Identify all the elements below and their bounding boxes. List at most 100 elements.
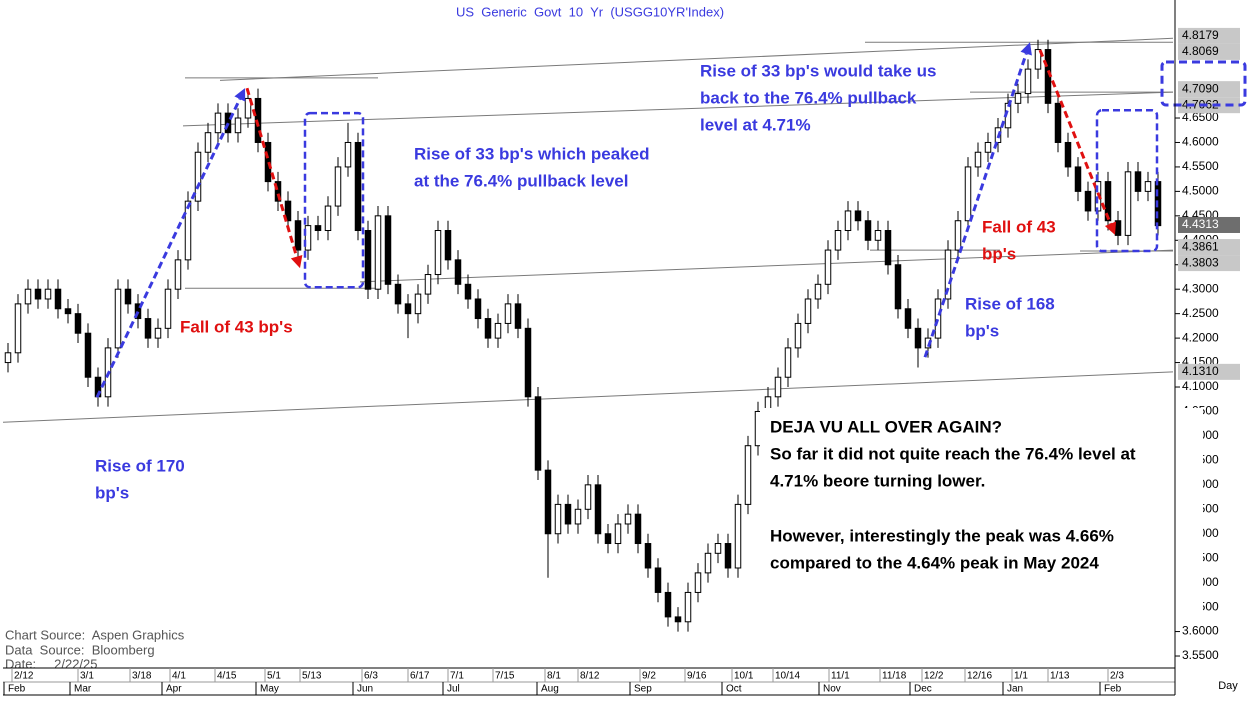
level-label: 4.4313 (1182, 217, 1219, 231)
highlight-box (303, 111, 365, 289)
trend-line (2, 371, 1174, 423)
candle-body (974, 151, 982, 168)
candle-body (1114, 220, 1122, 236)
candle-body (514, 303, 522, 329)
candle-body (964, 166, 972, 222)
candle-body (1014, 93, 1022, 104)
candle-body (214, 112, 222, 134)
candle-body (1134, 171, 1142, 192)
x-tick-label: 6/3 (364, 671, 378, 682)
level-label: 4.3803 (1182, 255, 1219, 269)
source-line: Data Source: Bloomberg (5, 642, 155, 657)
annotation: bp's (965, 321, 999, 340)
candle-body (694, 572, 702, 593)
candle-body (364, 230, 372, 290)
candle-body (894, 264, 902, 310)
y-tick-label: 4.2500 (1182, 306, 1219, 320)
month-label: Jun (357, 684, 373, 695)
annotations: Rise of 33 bp's would take us back to th… (95, 61, 1056, 502)
candle-body (1074, 166, 1082, 192)
month-label: Jan (1007, 684, 1023, 695)
level-labels: 4.81794.80694.70904.70624.43134.38614.38… (1178, 27, 1240, 380)
level-label: 4.1310 (1182, 364, 1219, 378)
candle-body (54, 288, 62, 310)
candle-body (534, 396, 542, 471)
level-label: 4.8069 (1182, 44, 1219, 58)
annotation: Rise of 168 (965, 294, 1055, 313)
month-label: Nov (823, 684, 841, 695)
x-tick-label: 10/14 (775, 671, 800, 682)
candle-body (824, 249, 832, 285)
x-tick-label: 4/1 (172, 671, 186, 682)
candle-body (294, 220, 302, 251)
candle-body (174, 259, 182, 290)
candle-body (244, 97, 252, 119)
y-tick-label: 4.5500 (1182, 159, 1219, 173)
annotation: level at 4.71% (700, 115, 811, 134)
x-tick-label: 2/12 (14, 671, 34, 682)
candle-body (234, 117, 242, 134)
candle-body (114, 288, 122, 349)
overlays (95, 42, 1159, 398)
candle-body (84, 332, 92, 378)
level-label-bg (1178, 255, 1240, 272)
y-tick-label: 4.6500 (1182, 110, 1219, 124)
candle-body (154, 327, 162, 339)
candle-body (624, 513, 632, 525)
trend-line (219, 37, 1174, 81)
candle-body (444, 230, 452, 261)
x-tick-label: 7/1 (450, 671, 464, 682)
annotation: Rise of 33 bp's would take us (700, 61, 936, 80)
candle-body (284, 200, 292, 222)
annotation: back to the 76.4% pullback (700, 88, 917, 107)
candle-body (674, 616, 682, 623)
candle-body (914, 327, 922, 349)
candle-body (614, 523, 622, 545)
arrow-line (1038, 49, 1112, 225)
month-label: Sep (634, 684, 652, 695)
x-axis: Day 2/12 3/1 3/18 4/1 4/15 5/1 5/13 6/3 6/17 7/1 7… (3, 0, 1238, 696)
x-tick-label: 10/1 (734, 671, 754, 682)
candle-body (1024, 68, 1032, 95)
candle-body (44, 288, 52, 300)
candle-body (64, 308, 72, 315)
candle-body (144, 318, 152, 339)
candle-body (984, 141, 992, 153)
candle-body (564, 503, 572, 525)
candle-body (204, 132, 212, 153)
level-label-bg (1178, 43, 1240, 60)
candle-body (194, 151, 202, 202)
candle-body (834, 230, 842, 251)
candle-body (954, 220, 962, 251)
note-line: However, interestingly the peak was 4.66… (770, 526, 1114, 545)
month-label: Feb (8, 684, 26, 695)
candle-body (854, 210, 862, 222)
candle-body (664, 591, 672, 618)
x-axis-label: Day (1218, 680, 1238, 692)
candle-body (794, 322, 802, 349)
month-label: Jul (447, 684, 460, 695)
note-background (760, 408, 1203, 620)
candle-body (274, 181, 282, 202)
arrow-head (290, 254, 303, 269)
trend-line (359, 249, 1174, 283)
x-tick-label: 11/18 (882, 671, 907, 682)
x-tick-label: 12/2 (924, 671, 944, 682)
candle-body (1104, 181, 1112, 222)
annotation: Fall of 43 (982, 217, 1056, 236)
highlight-box (1095, 108, 1159, 253)
candle-body (384, 215, 392, 285)
level-label-bg (1178, 27, 1240, 44)
candle-body (904, 308, 912, 329)
candle-body (814, 283, 822, 300)
x-tick-label: 12/16 (967, 671, 992, 682)
candle-body (944, 249, 952, 300)
x-tick-label: 2/3 (1110, 671, 1124, 682)
candle-body (934, 298, 942, 339)
candle-body (734, 503, 742, 569)
candle-body (464, 283, 472, 300)
level-label-bg (1178, 363, 1240, 380)
candle-body (634, 513, 642, 545)
note-line: 4.71% beore turning lower. (770, 471, 985, 490)
candle-body (884, 230, 892, 266)
